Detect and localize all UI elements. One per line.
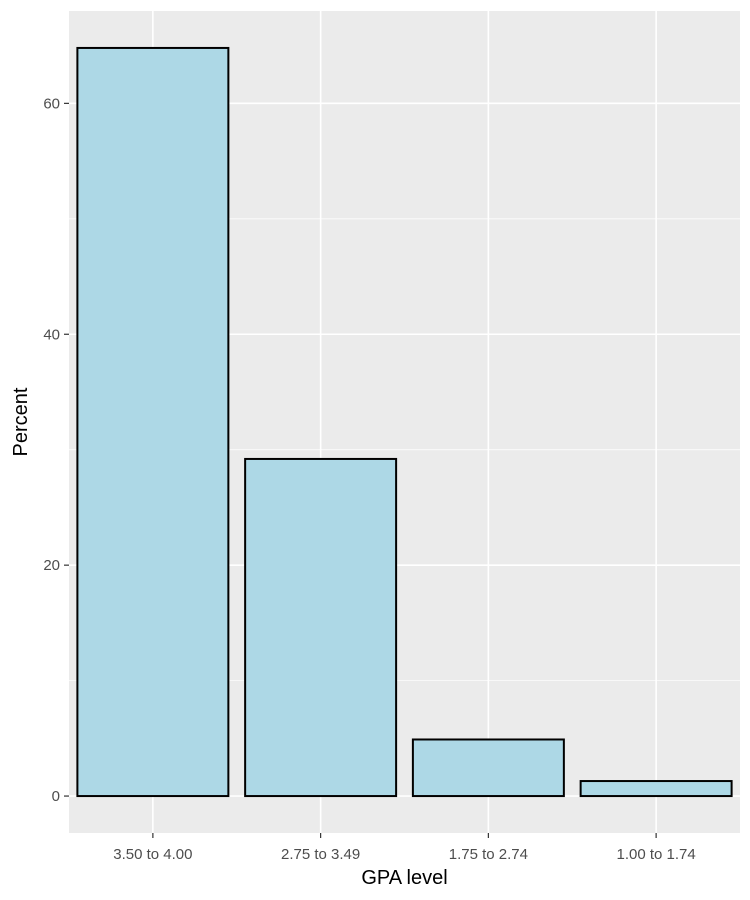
bar — [579, 780, 733, 798]
y-tick-label: 40 — [43, 326, 60, 343]
bar — [76, 46, 230, 798]
bar — [244, 457, 398, 798]
bar — [411, 738, 565, 798]
bars — [76, 46, 733, 798]
x-tick-label: 3.50 to 4.00 — [113, 846, 192, 863]
y-axis-title: Percent — [10, 387, 32, 456]
x-tick-label: 1.75 to 2.74 — [449, 846, 528, 863]
axis-ticks: 0 20 40 60 3.50 to 4.00 2.75 to 3.49 1.75 to 2… — [43, 95, 695, 863]
y-tick-label: 20 — [43, 557, 60, 574]
x-tick-label: 1.00 to 1.74 — [617, 846, 696, 863]
y-tick-label: 0 — [52, 788, 60, 805]
x-axis-title: GPA level — [361, 867, 447, 889]
x-tick-label: 2.75 to 3.49 — [281, 846, 360, 863]
y-tick-label: 60 — [43, 95, 60, 112]
